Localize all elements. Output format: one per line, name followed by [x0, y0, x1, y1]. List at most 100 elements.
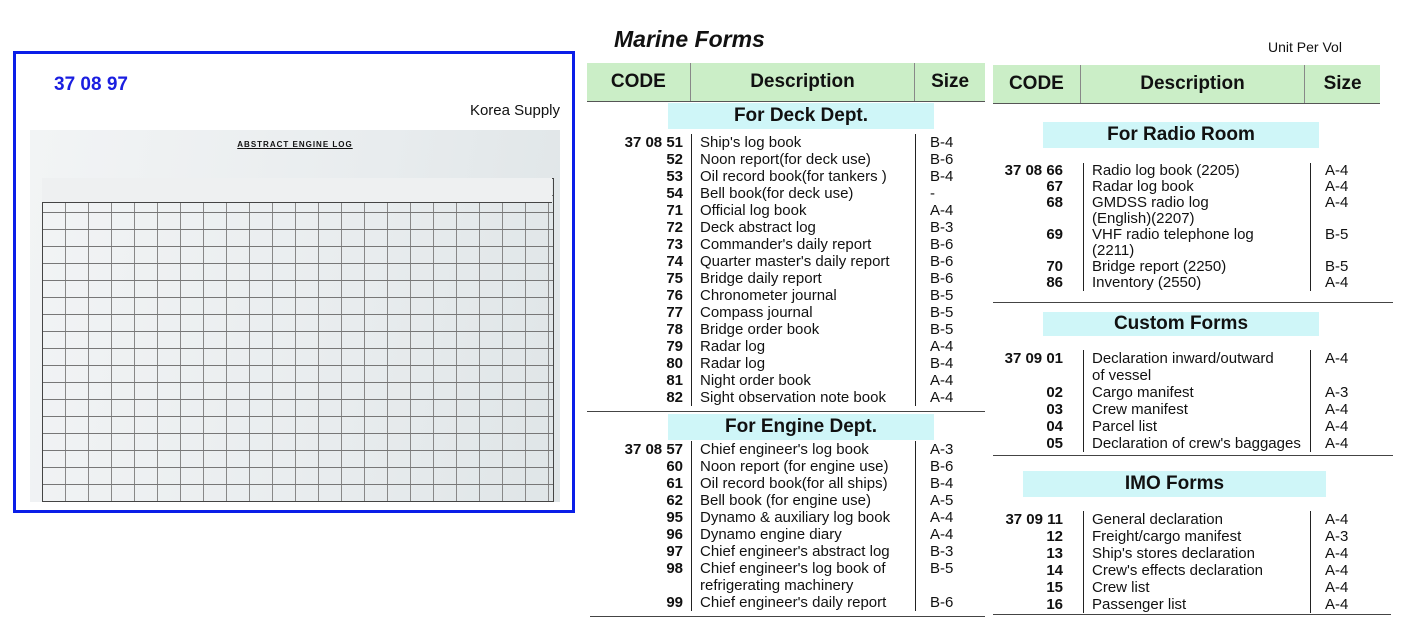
item-code: 62 — [666, 492, 683, 509]
list-item: 96 Dynamo engine diary A-4 — [595, 526, 990, 543]
column-divider — [1083, 579, 1084, 596]
supplier-name: Korea Supply — [469, 102, 560, 119]
column-divider — [1310, 401, 1311, 418]
header-description: Description — [1140, 73, 1245, 94]
item-size: A-4 — [1325, 274, 1349, 291]
column-divider — [915, 253, 916, 270]
column-divider — [1310, 435, 1311, 452]
column-divider — [1083, 227, 1084, 259]
column-divider — [691, 134, 692, 151]
list-item: 14 Crew's effects declaration A-4 — [995, 562, 1385, 579]
column-divider — [915, 560, 916, 594]
item-code: 81 — [666, 372, 683, 389]
column-divider — [691, 168, 692, 185]
item-description: Noon report (for engine use) — [700, 458, 889, 475]
unit-label: Unit Per Vol — [1268, 39, 1342, 55]
column-divider — [691, 185, 692, 202]
item-code: 70 — [1046, 258, 1063, 275]
item-code: 37 08 66 — [1004, 162, 1063, 179]
item-size: A-4 — [930, 526, 954, 543]
header-size: Size — [931, 71, 970, 92]
column-divider — [691, 372, 692, 389]
form-header-row — [42, 178, 552, 203]
item-size: B-5 — [930, 321, 954, 338]
list-item: 75 Bridge daily report B-6 — [595, 270, 990, 287]
item-description: Inventory (2550) — [1092, 274, 1202, 291]
list-item: 77 Compass journal B-5 — [595, 304, 990, 321]
item-description: Compass journal — [700, 304, 813, 321]
divider — [587, 411, 985, 412]
list-item: 97 Chief engineer's abstract log B-3 — [595, 543, 990, 560]
header-size: Size — [1323, 73, 1362, 94]
column-divider — [1083, 179, 1084, 195]
item-description: Radar log — [700, 355, 766, 372]
item-description: Ship's stores declaration — [1092, 545, 1255, 562]
item-description: Chronometer journal — [700, 287, 837, 304]
list-item: 98 Chief engineer's log book of refrigera… — [595, 560, 990, 594]
item-code: 98 — [666, 560, 683, 577]
list-item: 16 Passenger list A-4 — [995, 596, 1385, 613]
column-divider — [691, 321, 692, 338]
item-code: 99 — [666, 594, 683, 611]
item-code: 69 — [1046, 226, 1063, 243]
list-item: 03 Crew manifest A-4 — [995, 401, 1385, 418]
column-divider — [1083, 435, 1084, 452]
item-code: 60 — [666, 458, 683, 475]
item-code: 03 — [1046, 401, 1063, 418]
item-code: 76 — [666, 287, 683, 304]
item-code: 02 — [1046, 384, 1063, 401]
item-size: B-4 — [930, 134, 954, 151]
item-description: VHF radio telephone log (2211) — [1092, 226, 1254, 259]
item-size: B-4 — [930, 168, 954, 185]
item-size: B-5 — [1325, 226, 1349, 243]
item-code: 37 09 11 — [1005, 511, 1063, 528]
column-divider — [1083, 418, 1084, 435]
column-divider — [915, 321, 916, 338]
form-photo: ABSTRACT ENGINE LOG — [30, 130, 560, 502]
list-item: 71 Official log book A-4 — [595, 202, 990, 219]
list-item: 12 Freight/cargo manifest A-3 — [995, 528, 1385, 545]
item-size: A-3 — [930, 441, 954, 458]
item-size: A-4 — [930, 509, 954, 526]
item-description: Radio log book (2205) — [1092, 162, 1240, 179]
list-item: 78 Bridge order book B-5 — [595, 321, 990, 338]
deck-list: 37 08 51 Ship's log book B-4 52 Noon report(… — [595, 134, 990, 406]
column-divider — [915, 151, 916, 168]
item-size: B-3 — [930, 219, 954, 236]
column-divider — [1310, 350, 1311, 384]
table-header-right: CODE Description Size — [993, 65, 1380, 104]
list-item: 95 Dynamo & auxiliary log book A-4 — [595, 509, 990, 526]
item-code: 15 — [1046, 579, 1063, 596]
item-code: 80 — [666, 355, 683, 372]
section-custom: Custom Forms — [1043, 312, 1319, 336]
item-size: A-4 — [1325, 401, 1349, 418]
item-code: 37 09 01 — [1004, 350, 1063, 367]
column-divider — [1310, 579, 1311, 596]
item-description: Crew list — [1092, 579, 1150, 596]
list-item: 54 Bell book(for deck use) - — [595, 185, 990, 202]
section-radio: For Radio Room — [1043, 122, 1319, 148]
column-divider — [691, 475, 692, 492]
item-description: Radar log book — [1092, 178, 1194, 195]
item-size: A-4 — [1325, 545, 1349, 562]
item-size: A-5 — [930, 492, 954, 509]
list-item: 62 Bell book (for engine use) A-5 — [595, 492, 990, 509]
divider — [993, 455, 1393, 456]
list-item: 74 Quarter master's daily report B-6 — [595, 253, 990, 270]
header-code: CODE — [1008, 73, 1064, 94]
column-divider — [691, 253, 692, 270]
column-divider — [1083, 275, 1084, 291]
column-divider — [915, 287, 916, 304]
item-code: 75 — [666, 270, 683, 287]
item-code: 68 — [1046, 194, 1063, 211]
column-divider — [1310, 259, 1311, 275]
item-size: B-5 — [930, 287, 954, 304]
column-divider — [1310, 275, 1311, 291]
section-deck: For Deck Dept. — [668, 103, 934, 129]
item-size: B-6 — [930, 151, 954, 168]
item-code: 61 — [666, 475, 683, 492]
item-description: Official log book — [700, 202, 807, 219]
column-divider — [915, 509, 916, 526]
list-item: 37 09 11 General declaration A-4 — [995, 511, 1385, 528]
column-divider — [1310, 195, 1311, 227]
